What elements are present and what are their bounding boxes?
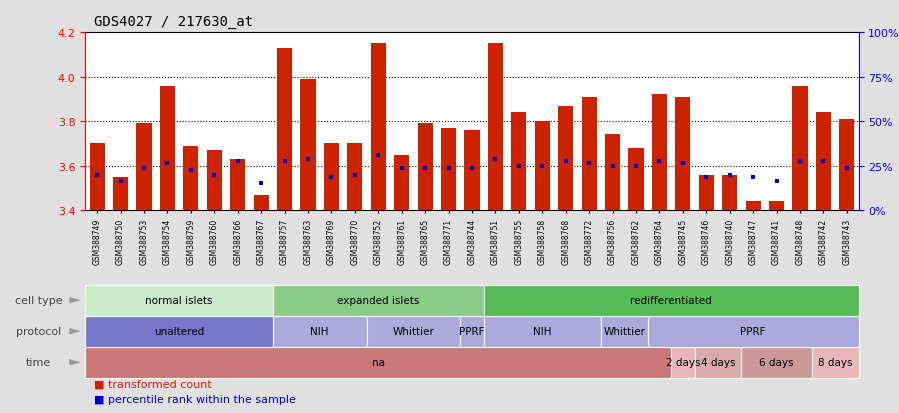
Text: 2 days: 2 days [665,357,700,368]
Bar [582,97,597,211]
Text: ■ percentile rank within the sample: ■ percentile rank within the sample [94,394,297,404]
Bar [230,159,245,211]
Bar [792,86,807,211]
Bar [769,202,784,211]
Text: 8 days: 8 days [818,357,852,368]
Bar [160,86,175,211]
Text: 6 days: 6 days [760,357,794,368]
Bar [745,202,761,211]
Bar [113,177,129,211]
Bar [417,124,432,211]
Text: Whittier: Whittier [393,326,434,337]
Text: unaltered: unaltered [154,326,204,337]
Bar [254,195,269,211]
Bar [300,80,316,211]
Bar [488,44,503,211]
Bar [535,122,550,211]
Bar [207,151,222,211]
Bar [652,95,667,211]
Bar [183,146,199,211]
Bar [137,124,152,211]
Bar [347,144,362,211]
Bar [605,135,620,211]
Text: ■ transformed count: ■ transformed count [94,379,212,389]
Text: 4 days: 4 days [700,357,735,368]
Bar [441,128,456,211]
Text: GDS4027 / 217630_at: GDS4027 / 217630_at [94,15,254,29]
Bar [675,97,690,211]
Bar [699,175,714,211]
Bar [815,113,831,211]
Text: na: na [372,357,385,368]
Bar [277,49,292,211]
Text: normal islets: normal islets [146,295,213,306]
Text: NIH: NIH [310,326,329,337]
Bar [840,120,854,211]
Text: expanded islets: expanded islets [337,295,420,306]
Text: protocol: protocol [16,326,61,337]
Text: PPRF: PPRF [459,326,485,337]
Bar [370,44,386,211]
Text: Whittier: Whittier [603,326,645,337]
Bar [512,113,527,211]
Text: PPRF: PPRF [741,326,766,337]
Bar [558,106,574,211]
Bar [465,131,479,211]
Text: NIH: NIH [533,326,551,337]
Bar [324,144,339,211]
Text: redifferentiated: redifferentiated [630,295,712,306]
Bar [90,144,104,211]
Bar [394,155,409,211]
Bar [722,175,737,211]
Text: time: time [26,357,51,368]
Text: cell type: cell type [14,295,62,306]
Bar [628,149,644,211]
